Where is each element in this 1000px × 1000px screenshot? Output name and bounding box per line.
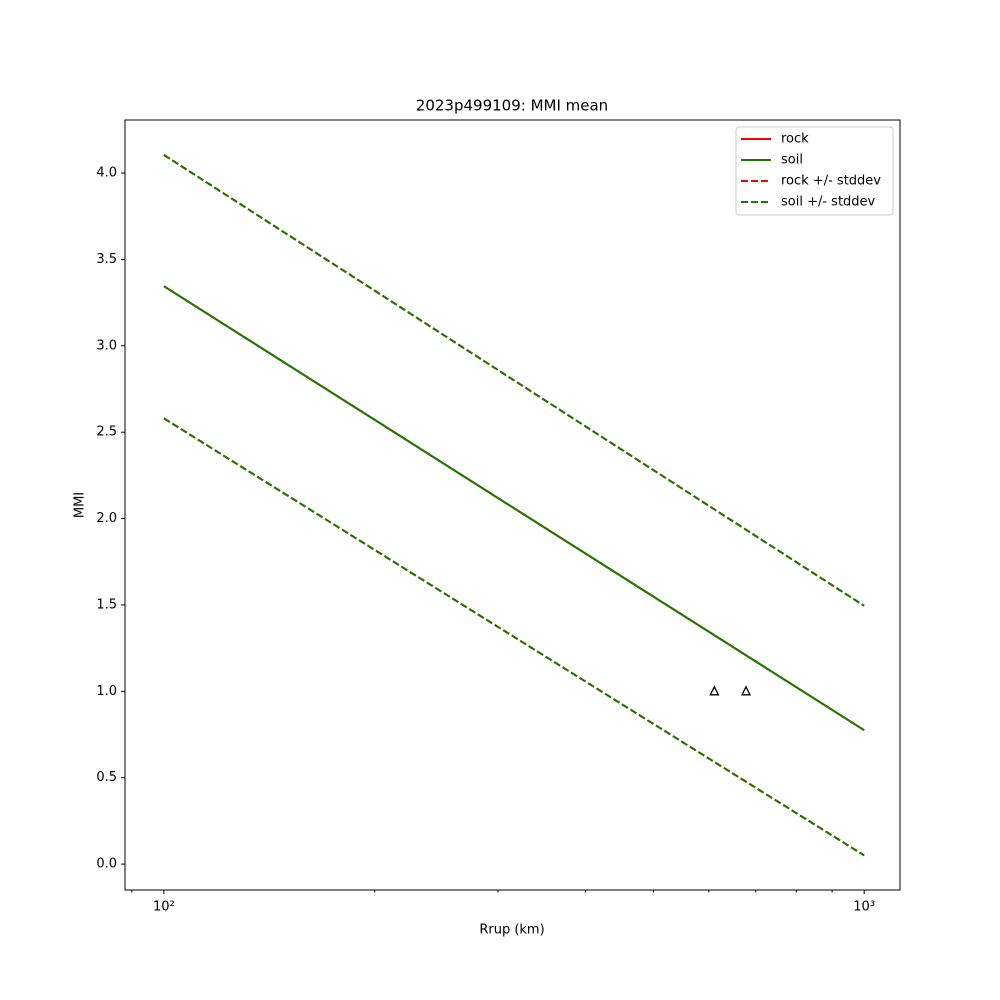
y-tick-label: 2.5 [96, 425, 117, 440]
y-tick-label: 1.0 [96, 684, 117, 699]
y-tick-label: 0.0 [96, 857, 117, 872]
y-tick-label: 3.5 [96, 252, 117, 267]
x-axis-label: Rrup (km) [479, 923, 544, 938]
legend-label: soil +/- stddev [781, 195, 876, 210]
observation-marker [740, 685, 752, 696]
legend-label: soil [781, 153, 803, 168]
series-line [163, 154, 865, 607]
x-tick-label: 10³ [853, 900, 875, 915]
axes-frame [124, 119, 901, 891]
legend-label: rock +/- stddev [781, 174, 881, 189]
y-tick-label: 3.0 [96, 338, 117, 353]
y-tick-label: 1.5 [96, 597, 117, 612]
y-tick-label: 0.5 [96, 770, 117, 785]
legend-label: rock [781, 132, 809, 147]
legend-box [735, 126, 894, 216]
series-line [163, 285, 865, 732]
y-tick-label: 4.0 [96, 166, 117, 181]
y-axis-label: MMI [73, 492, 88, 518]
y-tick-label: 2.0 [96, 511, 117, 526]
observation-marker [709, 685, 720, 696]
x-tick-label: 10² [153, 900, 175, 915]
chart-title: 2023p499109: MMI mean [416, 97, 608, 115]
series-line [163, 417, 865, 857]
